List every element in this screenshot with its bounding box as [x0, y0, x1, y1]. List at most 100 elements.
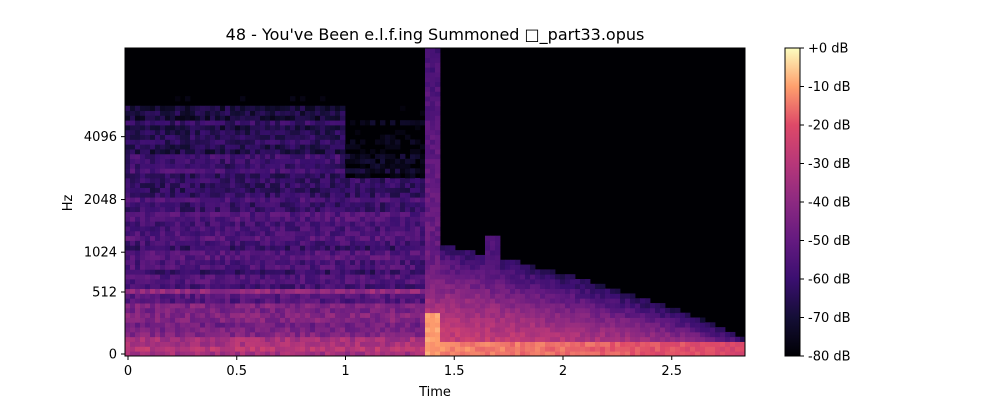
- spectrogram-cell: [430, 105, 436, 111]
- spectrogram-cell: [250, 202, 256, 208]
- spectrogram-cell: [410, 221, 416, 227]
- spectrogram-cell: [130, 125, 136, 131]
- spectrogram-cell: [270, 187, 276, 193]
- spectrogram-cell: [125, 264, 131, 270]
- spectrogram-cell: [490, 264, 496, 270]
- spectrogram-cell: [345, 346, 351, 352]
- spectrogram-cell: [605, 341, 611, 347]
- spectrogram-cell: [245, 105, 251, 111]
- spectrogram-cell: [430, 158, 436, 164]
- spectrogram-cell: [740, 346, 746, 352]
- spectrogram-cell: [160, 298, 166, 304]
- spectrogram-cell: [210, 139, 216, 145]
- spectrogram-cell: [255, 226, 261, 232]
- spectrogram-cell: [475, 346, 481, 352]
- spectrogram-cell: [565, 322, 571, 328]
- spectrogram-cell: [180, 346, 186, 352]
- spectrogram-cell: [425, 346, 431, 352]
- spectrogram-cell: [255, 139, 261, 145]
- spectrogram-cell: [330, 115, 336, 121]
- spectrogram-cell: [225, 283, 231, 290]
- spectrogram-cell: [630, 303, 636, 309]
- spectrogram-cell: [320, 264, 326, 270]
- spectrogram-cell: [335, 293, 341, 299]
- spectrogram-cell: [180, 206, 186, 213]
- spectrogram-cell: [330, 312, 336, 318]
- spectrogram-cell: [140, 182, 146, 188]
- spectrogram-cell: [540, 317, 546, 323]
- spectrogram-cell: [290, 158, 296, 164]
- spectrogram-cell: [350, 336, 356, 342]
- spectrogram-cell: [465, 264, 471, 270]
- spectrogram-cell: [240, 206, 246, 213]
- spectrogram-cell: [325, 327, 331, 333]
- spectrogram-cell: [425, 264, 431, 270]
- spectrogram-cell: [275, 173, 281, 179]
- spectrogram-cell: [355, 264, 361, 270]
- spectrogram-cell: [615, 322, 621, 328]
- spectrogram-cell: [330, 293, 336, 299]
- spectrogram-cell: [275, 168, 281, 174]
- spectrogram-cell: [670, 322, 676, 328]
- spectrogram-cell: [285, 327, 291, 333]
- spectrogram-cell: [350, 216, 356, 222]
- spectrogram-cell: [265, 336, 271, 342]
- spectrogram-cell: [460, 303, 466, 309]
- spectrogram-cell: [205, 322, 211, 328]
- spectrogram-cell: [180, 235, 186, 241]
- spectrogram-cell: [175, 153, 181, 160]
- spectrogram-cell: [440, 293, 446, 299]
- spectrogram-cell: [260, 230, 266, 237]
- spectrogram-cell: [320, 226, 326, 232]
- spectrogram-cell: [435, 317, 441, 323]
- spectrogram-cell: [165, 341, 171, 347]
- spectrogram-cell: [460, 254, 466, 261]
- spectrogram-cell: [230, 125, 236, 131]
- spectrogram-cell: [245, 293, 251, 299]
- spectrogram-cell: [180, 216, 186, 222]
- colorbar-tick-label: -30 dB: [808, 157, 851, 172]
- spectrogram-cell: [655, 341, 661, 347]
- spectrogram-cell: [170, 274, 176, 280]
- spectrogram-cell: [135, 110, 141, 116]
- spectrogram-cell: [240, 283, 246, 290]
- spectrogram-cell: [185, 173, 191, 179]
- spectrogram-cell: [535, 307, 541, 314]
- spectrogram-cell: [210, 269, 216, 275]
- spectrogram-cell: [225, 336, 231, 342]
- spectrogram-cell: [435, 182, 441, 188]
- spectrogram-cell: [575, 351, 581, 357]
- spectrogram-cell: [390, 211, 396, 217]
- spectrogram-cell: [415, 182, 421, 188]
- spectrogram-cell: [585, 312, 591, 318]
- spectrogram-cell: [215, 264, 221, 270]
- spectrogram-cell: [490, 307, 496, 314]
- spectrogram-cell: [240, 216, 246, 222]
- spectrogram-cell: [540, 274, 546, 280]
- spectrogram-cell: [590, 293, 596, 299]
- spectrogram-cell: [365, 202, 371, 208]
- spectrogram-cell: [665, 341, 671, 347]
- spectrogram-cell: [470, 322, 476, 328]
- spectrogram-cell: [295, 197, 301, 203]
- spectrogram-cell: [290, 312, 296, 318]
- spectrogram-cell: [345, 221, 351, 227]
- spectrogram-cell: [215, 216, 221, 222]
- spectrogram-cell: [280, 139, 286, 145]
- spectrogram-cell: [475, 351, 481, 357]
- spectrogram-cell: [270, 221, 276, 227]
- spectrogram-cell: [575, 317, 581, 323]
- spectrogram-cell: [320, 202, 326, 208]
- spectrogram-cell: [655, 317, 661, 323]
- spectrogram-cell: [270, 322, 276, 328]
- spectrogram-cell: [265, 351, 271, 357]
- spectrogram-cell: [725, 351, 731, 357]
- spectrogram-cell: [430, 134, 436, 140]
- spectrogram-cell: [185, 230, 191, 237]
- spectrogram-cell: [415, 303, 421, 309]
- spectrogram-cell: [400, 197, 406, 203]
- spectrogram-cell: [220, 163, 226, 169]
- spectrogram-cell: [380, 307, 386, 314]
- spectrogram-cell: [180, 269, 186, 275]
- spectrogram-cell: [260, 317, 266, 323]
